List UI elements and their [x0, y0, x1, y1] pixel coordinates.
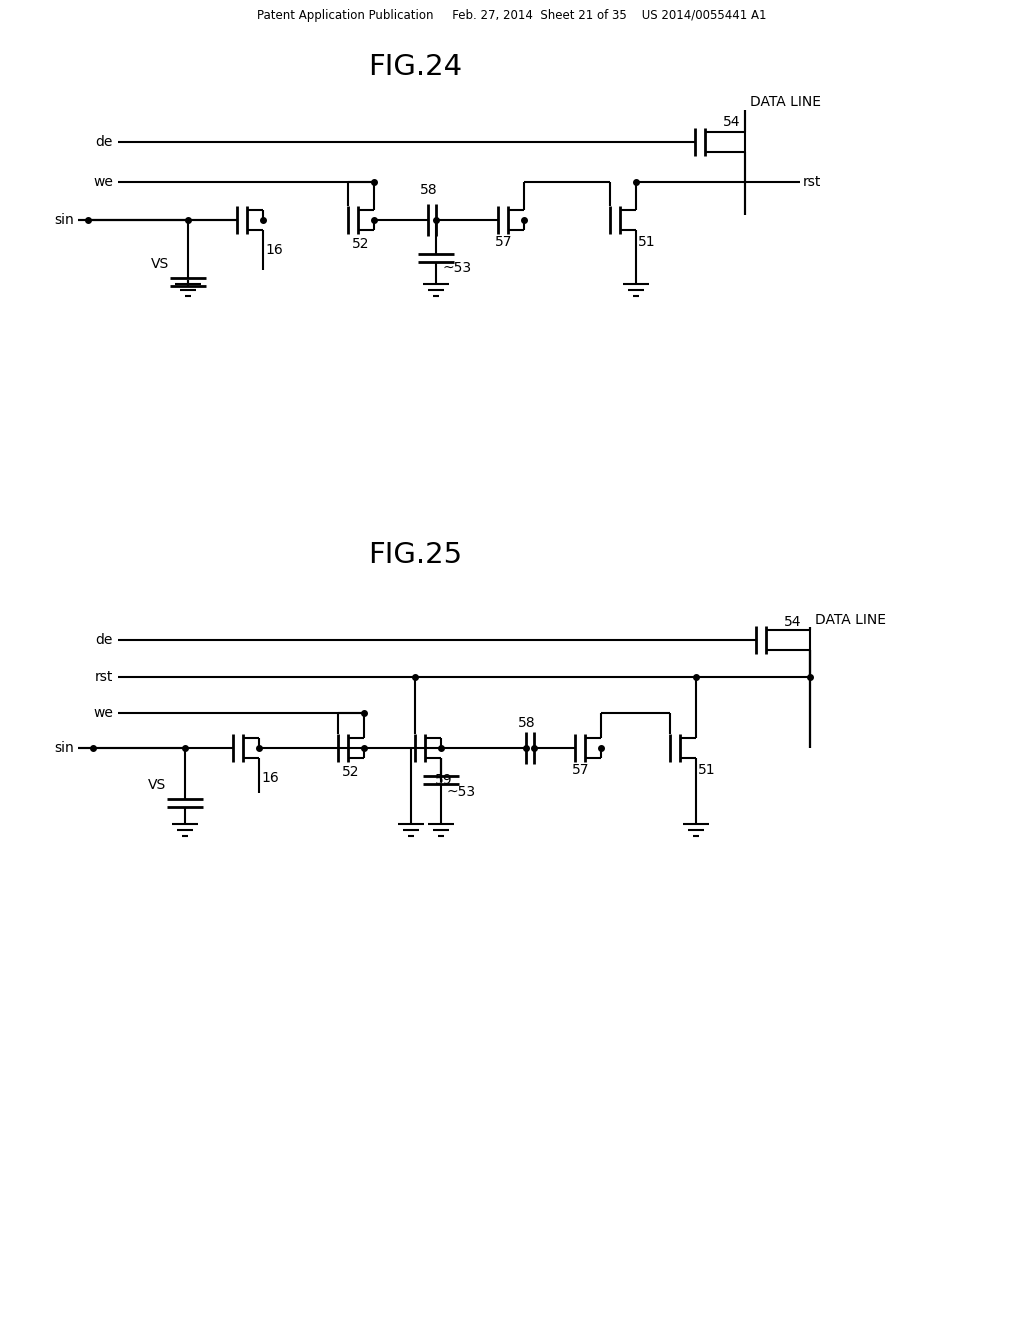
Text: VS: VS: [151, 257, 169, 271]
Text: FIG.25: FIG.25: [368, 541, 462, 569]
Text: rst: rst: [803, 176, 821, 189]
Text: 52: 52: [342, 766, 359, 779]
Text: 16: 16: [261, 771, 279, 785]
Text: 57: 57: [495, 235, 512, 249]
Text: DATA LINE: DATA LINE: [750, 95, 821, 110]
Text: rst: rst: [94, 671, 113, 684]
Text: FIG.24: FIG.24: [368, 53, 462, 81]
Text: 58: 58: [420, 183, 438, 197]
Text: 16: 16: [265, 243, 283, 257]
Text: 51: 51: [698, 763, 716, 777]
Text: de: de: [95, 634, 113, 647]
Text: DATA LINE: DATA LINE: [815, 612, 886, 627]
Text: we: we: [93, 706, 113, 719]
Text: 54: 54: [784, 615, 802, 630]
Text: 51: 51: [638, 235, 655, 249]
Text: Patent Application Publication     Feb. 27, 2014  Sheet 21 of 35    US 2014/0055: Patent Application Publication Feb. 27, …: [257, 8, 767, 21]
Text: ~53: ~53: [442, 261, 471, 275]
Text: VS: VS: [148, 777, 166, 792]
Text: ~53: ~53: [446, 785, 475, 799]
Text: sin: sin: [54, 213, 74, 227]
Text: de: de: [95, 135, 113, 149]
Text: 58: 58: [518, 715, 536, 730]
Text: we: we: [93, 176, 113, 189]
Text: sin: sin: [54, 741, 74, 755]
Text: 54: 54: [723, 115, 740, 129]
Text: 59: 59: [435, 774, 453, 787]
Text: 57: 57: [572, 763, 590, 777]
Text: 52: 52: [352, 238, 370, 251]
